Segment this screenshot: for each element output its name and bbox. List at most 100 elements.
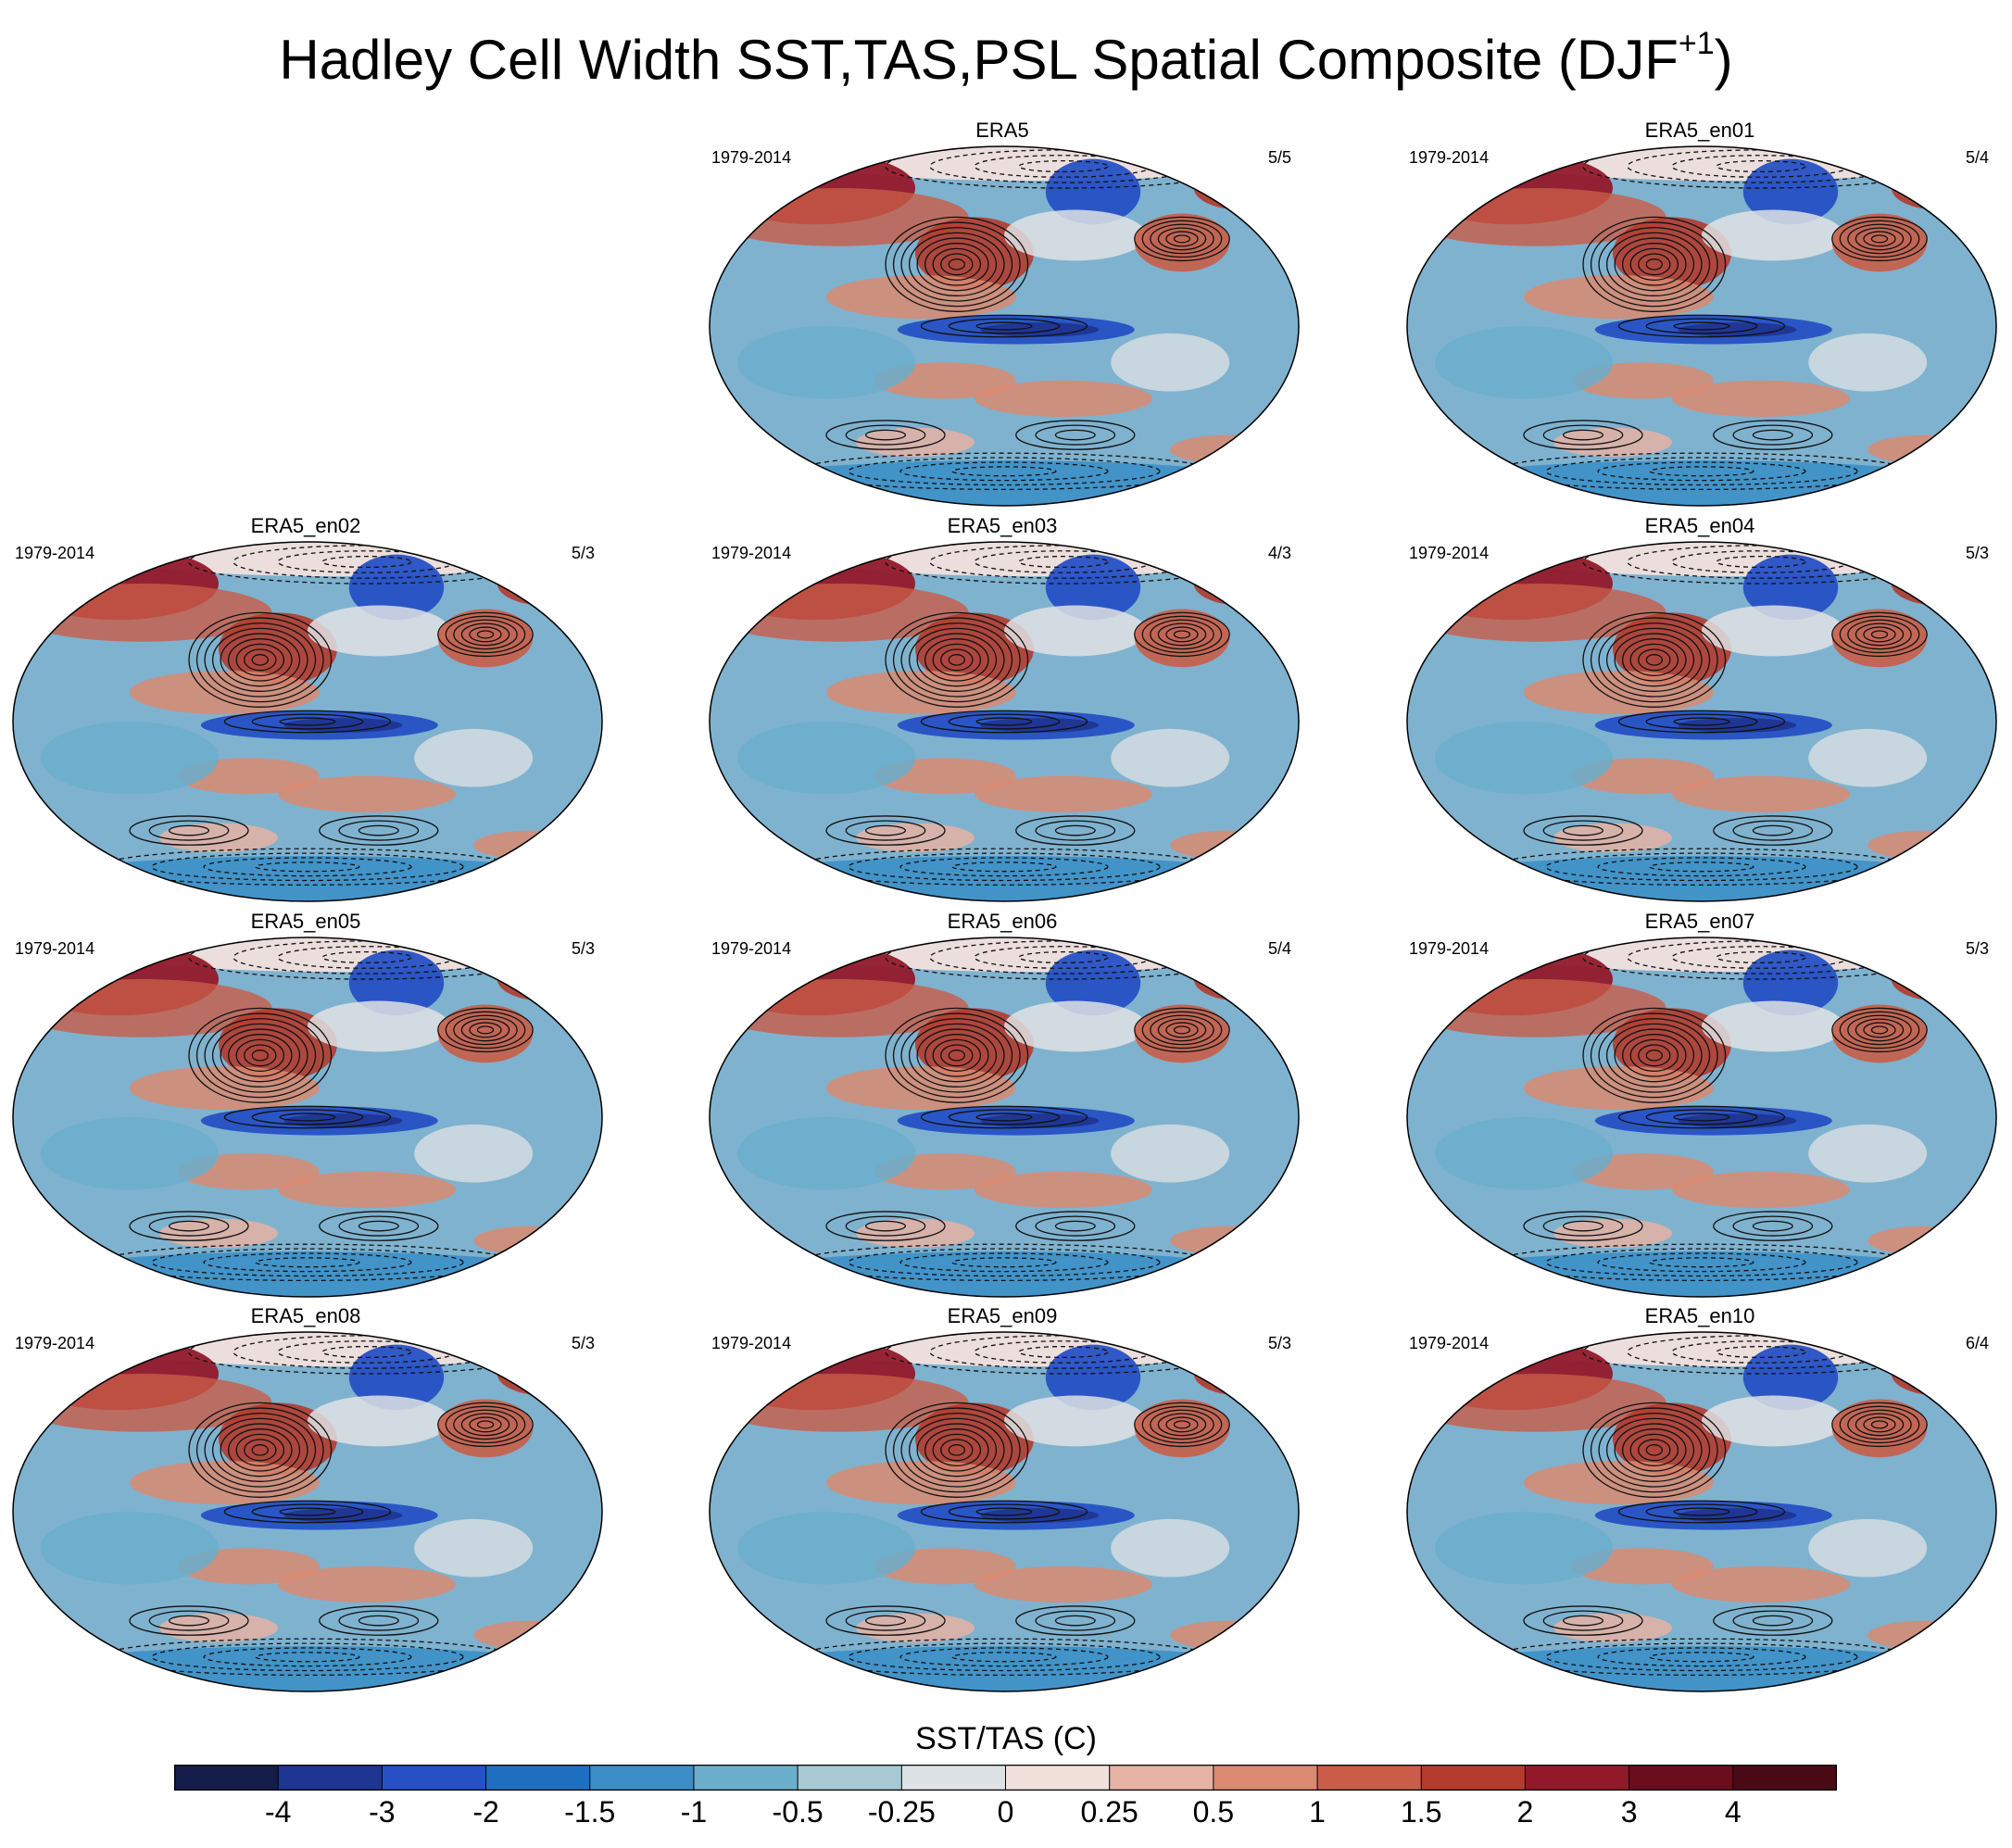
psl-contour-north-pacific <box>1622 1428 1687 1472</box>
south-atlantic-neutral <box>1111 1124 1230 1183</box>
psl-contour-southern-ocean <box>1597 461 1806 482</box>
psl-contour-tropical-pacific <box>975 1113 1033 1122</box>
north-america-neutral <box>1004 1395 1147 1447</box>
psl-contour-south-pacific <box>1015 1605 1136 1636</box>
psl-contour-south-indian <box>1542 820 1624 841</box>
southern-warm-patch <box>1170 434 1289 464</box>
figure-title-text: Hadley Cell Width SST,TAS,PSL Spatial Co… <box>279 29 1679 91</box>
map-outline <box>709 1331 1300 1692</box>
panel-ratio: 5/3 <box>1965 939 1989 958</box>
psl-contour-southern-ocean <box>203 857 412 877</box>
psl-contour-north-atlantic <box>1870 1025 1889 1035</box>
psl-contour-north-pacific <box>235 1038 285 1072</box>
panel-title: ERA5_en07 <box>1644 910 1755 933</box>
map-panel-era5-en04: ERA5_en04 1979-2014 5/3 <box>1394 514 2006 903</box>
psl-contour-north-atlantic <box>1839 1405 1920 1444</box>
panel-ratio: 4/3 <box>1267 544 1291 562</box>
psl-contour-north-pacific <box>220 633 301 687</box>
psl-contour-north-atlantic <box>1863 231 1896 247</box>
panel-ratio: 5/3 <box>571 544 595 562</box>
psl-contour-north-pacific <box>1590 1012 1718 1099</box>
north-pacific-warm-band <box>130 1461 320 1505</box>
psl-contour-tropical-pacific <box>948 1109 1061 1125</box>
colorbar-tick-label: 0 <box>997 1795 1014 1829</box>
psl-contour-south-indian <box>1523 1211 1643 1241</box>
panel-ratio: 5/3 <box>1965 544 1989 562</box>
psl-contour-south-indian <box>148 1215 230 1237</box>
psl-contour-north-pacific <box>940 648 974 672</box>
psl-contour-north-pacific <box>251 654 269 666</box>
psl-contour-north-atlantic <box>437 611 534 658</box>
panel-period: 1979-2014 <box>711 544 792 562</box>
panel-period: 1979-2014 <box>1409 148 1490 167</box>
south-atlantic-neutral <box>414 728 534 787</box>
panel-title: ERA5_en04 <box>1644 514 1755 537</box>
psl-contour-tropical-pacific <box>948 318 1061 334</box>
southern-ocean-blue <box>710 856 1299 901</box>
map-panel-era5-en03: ERA5_en03 1979-2014 4/3 <box>697 514 1308 903</box>
psl-contour-south-indian <box>845 820 926 841</box>
psl-contour-north-pacific <box>228 1428 293 1472</box>
south-pacific-warm-2 <box>278 775 456 812</box>
figure-title: Hadley Cell Width SST,TAS,PSL Spatial Co… <box>0 26 2012 92</box>
psl-contour-north-pacific <box>1598 227 1711 302</box>
psl-contour-tropical-pacific <box>1645 318 1758 334</box>
psl-contour-north-pacific <box>1590 617 1718 703</box>
map-outline <box>1406 145 1997 507</box>
psl-contour-north-pacific <box>1605 627 1703 692</box>
north-pacific-warm-band <box>1524 1066 1714 1111</box>
psl-contour-tropical-pacific <box>920 710 1088 734</box>
colorbar-tick-label: 0.5 <box>1192 1795 1235 1829</box>
psl-contour-arctic <box>321 950 412 964</box>
psl-contour-north-pacific <box>924 243 989 286</box>
psl-contour-north-pacific <box>1638 1439 1671 1462</box>
north-pacific-warm-band <box>826 275 1016 320</box>
psl-contour-tropical-pacific <box>223 1105 392 1129</box>
psl-contour-north-pacific <box>932 643 982 676</box>
map-panel-era5-en10: ERA5_en10 1979-2014 6/4 <box>1394 1304 2006 1693</box>
psl-contour-south-pacific <box>358 1615 399 1627</box>
colorbar-frame <box>174 1765 1837 1791</box>
psl-contour-southern-ocean <box>1597 1252 1806 1273</box>
psl-contour-north-atlantic <box>1855 622 1905 647</box>
southern-warm-patch-2 <box>1553 1613 1672 1643</box>
psl-contour-north-atlantic <box>1863 626 1896 643</box>
robinson-map <box>709 145 1300 507</box>
colorbar-tick-label: 4 <box>1724 1795 1742 1829</box>
psl-contour-north-pacific <box>916 1028 998 1083</box>
psl-contour-north-pacific <box>1622 638 1687 682</box>
panel-title: ERA5_en08 <box>250 1304 361 1327</box>
psl-contour-north-atlantic <box>1855 1413 1905 1437</box>
psl-contour-north-pacific <box>235 1433 285 1466</box>
robinson-map <box>709 541 1300 902</box>
psl-contour-tropical-pacific <box>948 713 1061 730</box>
psl-contour-north-pacific <box>908 232 1005 296</box>
south-atlantic-neutral <box>1808 728 1928 787</box>
psl-contour-south-indian <box>1542 424 1624 446</box>
psl-contour-south-indian <box>1542 1610 1624 1631</box>
north-pacific-warm-band <box>1524 671 1714 715</box>
psl-contour-north-atlantic <box>1165 626 1199 643</box>
psl-contour-north-pacific <box>188 1402 333 1498</box>
southern-warm-patch-2 <box>159 1218 278 1249</box>
psl-contour-north-atlantic <box>1870 1420 1889 1429</box>
psl-contour-north-atlantic <box>1847 1409 1912 1440</box>
psl-contour-north-atlantic <box>469 1416 502 1433</box>
southern-warm-patch <box>1170 1620 1289 1650</box>
psl-contour-north-atlantic <box>1831 216 1928 262</box>
psl-contour-north-pacific <box>244 648 277 672</box>
north-pacific-warm-band <box>130 1066 320 1111</box>
southern-warm-patch <box>1867 830 1987 860</box>
panel-ratio: 5/5 <box>1267 148 1291 167</box>
psl-contour-north-pacific <box>1582 611 1727 708</box>
psl-contour-north-atlantic <box>1141 615 1223 654</box>
colorbar-bin <box>589 1765 695 1791</box>
south-atlantic-neutral <box>1808 1124 1928 1183</box>
psl-contour-southern-ocean <box>899 461 1109 482</box>
psl-contour-tropical-pacific <box>279 1113 336 1122</box>
psl-contour-north-atlantic <box>1831 611 1928 658</box>
psl-contour-north-atlantic <box>469 1022 502 1038</box>
panel-ratio: 5/4 <box>1965 148 1989 167</box>
panel-period: 1979-2014 <box>15 1334 95 1352</box>
psl-contour-north-atlantic <box>1157 1413 1207 1437</box>
